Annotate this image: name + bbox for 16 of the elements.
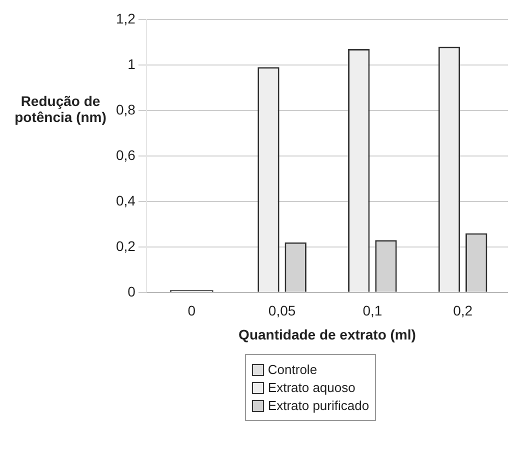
y-tick-label: 1 [128, 56, 136, 72]
legend-label: Extrato aquoso [268, 380, 356, 395]
x-tick-label: 0,1 [362, 302, 382, 319]
y-tick-label: 0,8 [116, 101, 136, 118]
y-tick-label: 0 [128, 283, 136, 300]
legend-label: Controle [268, 362, 318, 377]
y-tick-label: 0,4 [116, 192, 136, 208]
x-tick-label: 0,05 [268, 302, 296, 319]
y-tick-label: 0,6 [116, 146, 136, 163]
y-axis-title: Redução de potência (nm) [14, 93, 108, 125]
x-tick-label: 0 [188, 302, 196, 319]
x-axis-title: Quantidade de extrato (ml) [238, 326, 416, 342]
legend-label: Extrato purificado [268, 398, 370, 413]
y-tick-label: 0,2 [116, 238, 136, 254]
x-tick-label: 0,2 [453, 302, 473, 319]
y-tick-label: 1,2 [116, 10, 136, 26]
